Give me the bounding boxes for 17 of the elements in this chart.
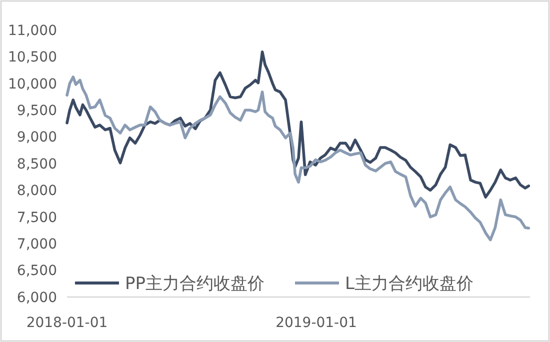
y-tick-label: 9,000 [16,130,57,146]
legend-label: L主力合约收盘价 [345,274,474,294]
y-tick-label: 6,500 [16,263,57,280]
line-series [66,50,530,199]
y-tick-label: 8,500 [16,156,57,172]
y-tick-label: 9,500 [16,103,57,119]
line-series [66,76,530,242]
x-tick-label: 2019-01-01 [276,314,357,331]
y-tick-label: 10,000 [8,76,57,92]
y-tick-label: 11,000 [8,22,57,39]
x-tick-label: 2018-01-01 [26,314,108,331]
y-tick-label: 7,000 [16,236,57,252]
y-tick-label: 6,000 [16,290,57,306]
y-tick-label: 10,500 [8,50,57,66]
y-tick-label: 7,500 [16,210,57,226]
y-tick-label: 8,000 [16,183,57,200]
legend-label: PP主力合约收盘价 [125,274,265,294]
